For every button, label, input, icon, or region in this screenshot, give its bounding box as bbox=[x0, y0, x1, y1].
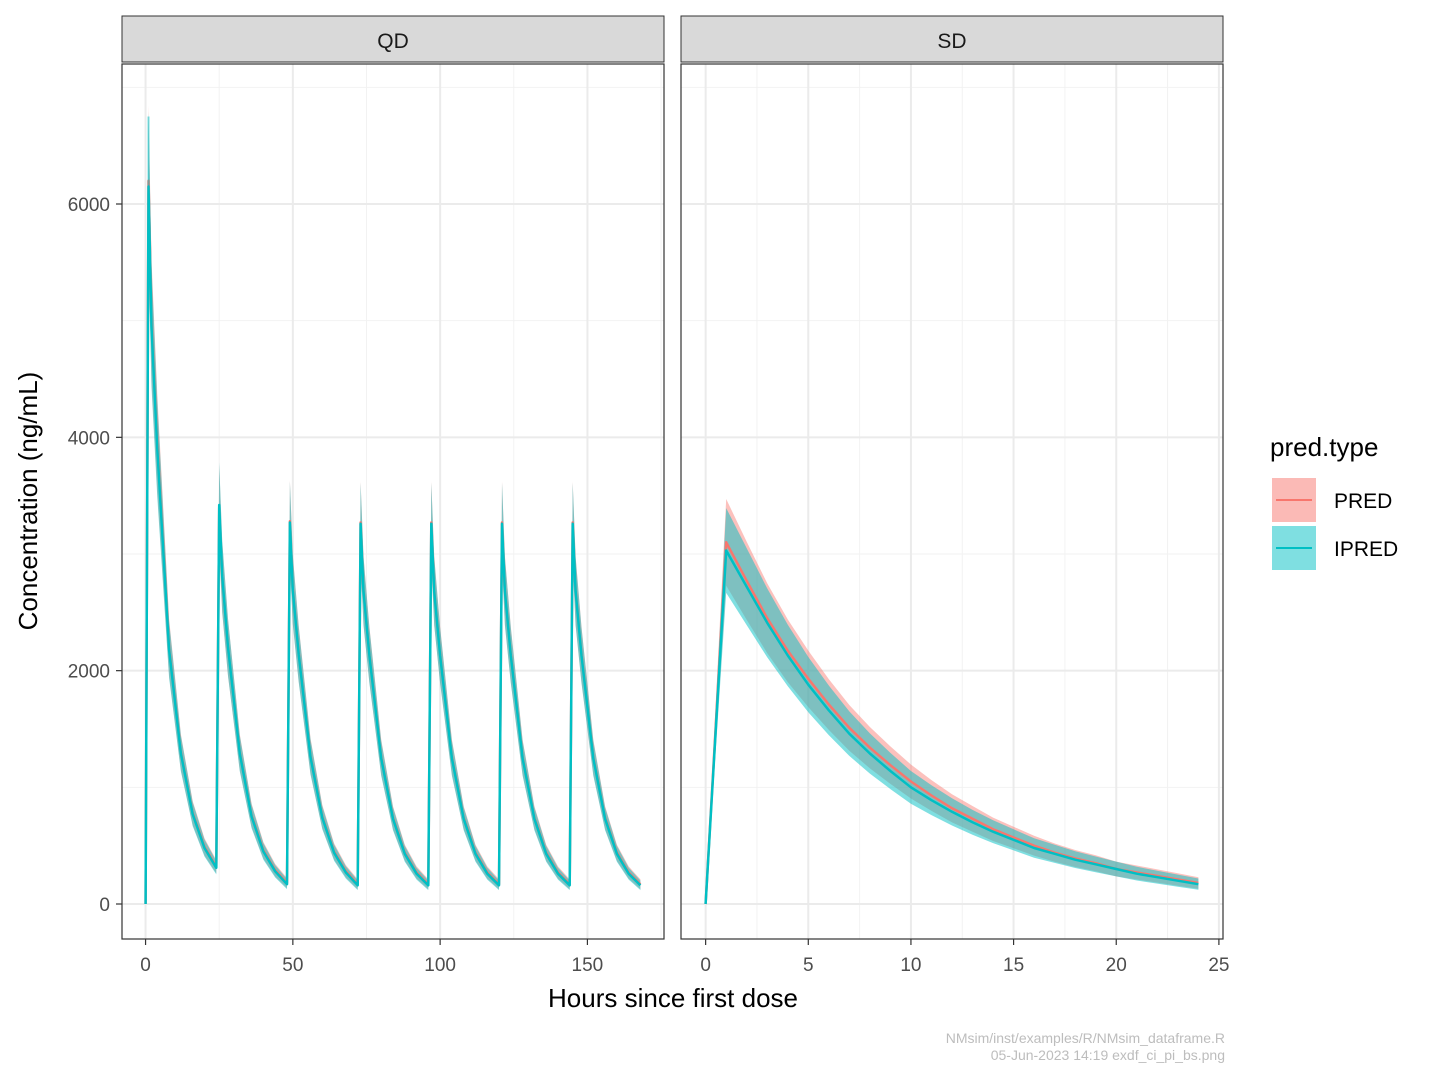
x-tick-label: 150 bbox=[572, 955, 604, 976]
panel-background bbox=[681, 64, 1223, 939]
facet-strip bbox=[121, 15, 665, 63]
panel-qd: QD 0 50 100 150 0 2000 4000 6000 bbox=[68, 15, 665, 976]
panel-background bbox=[122, 64, 664, 939]
x-tick-label: 5 bbox=[803, 955, 814, 976]
legend-label-pred: PRED bbox=[1334, 490, 1392, 513]
y-tick-label: 6000 bbox=[68, 195, 110, 216]
x-axis-title: Hours since first dose bbox=[548, 983, 798, 1013]
y-tick-label: 2000 bbox=[68, 662, 110, 683]
panel-border bbox=[680, 63, 1224, 940]
facet-strip bbox=[680, 15, 1224, 63]
x-tick-label: 10 bbox=[900, 955, 921, 976]
x-tick-label: 0 bbox=[700, 955, 711, 976]
panel-border bbox=[121, 63, 665, 940]
facet-strip-label: QD bbox=[377, 30, 409, 53]
x-tick-label: 0 bbox=[140, 955, 151, 976]
facet-strip-label: SD bbox=[937, 30, 966, 53]
y-tick-label: 4000 bbox=[68, 428, 110, 449]
panel-sd: SD 0 5 10 15 20 25 bbox=[680, 15, 1229, 976]
series-line-ipred bbox=[144, 185, 642, 905]
footer-timestamp: 05-Jun-2023 14:19 exdf_ci_pi_bs.png bbox=[990, 1047, 1225, 1063]
footer-script-path: NMsim/inst/examples/R/NMsim_dataframe.R bbox=[945, 1030, 1225, 1046]
y-tick-label: 0 bbox=[99, 895, 110, 916]
x-tick-label: 50 bbox=[282, 955, 303, 976]
legend-label-ipred: IPRED bbox=[1334, 538, 1398, 561]
footer-caption: NMsim/inst/examples/R/NMsim_dataframe.R … bbox=[946, 1030, 1225, 1064]
y-axis-title: Concentration (ng/mL) bbox=[13, 372, 43, 631]
interval-band-ipred bbox=[705, 508, 1199, 904]
legend-title: pred.type bbox=[1270, 432, 1378, 462]
x-tick-label: 100 bbox=[424, 955, 456, 976]
x-tick-label: 15 bbox=[1003, 955, 1024, 976]
series-line-ipred bbox=[704, 549, 1199, 905]
x-tick-label: 20 bbox=[1106, 955, 1127, 976]
legend: pred.type PRED IPRED bbox=[1270, 432, 1398, 570]
x-tick-label: 25 bbox=[1208, 955, 1229, 976]
